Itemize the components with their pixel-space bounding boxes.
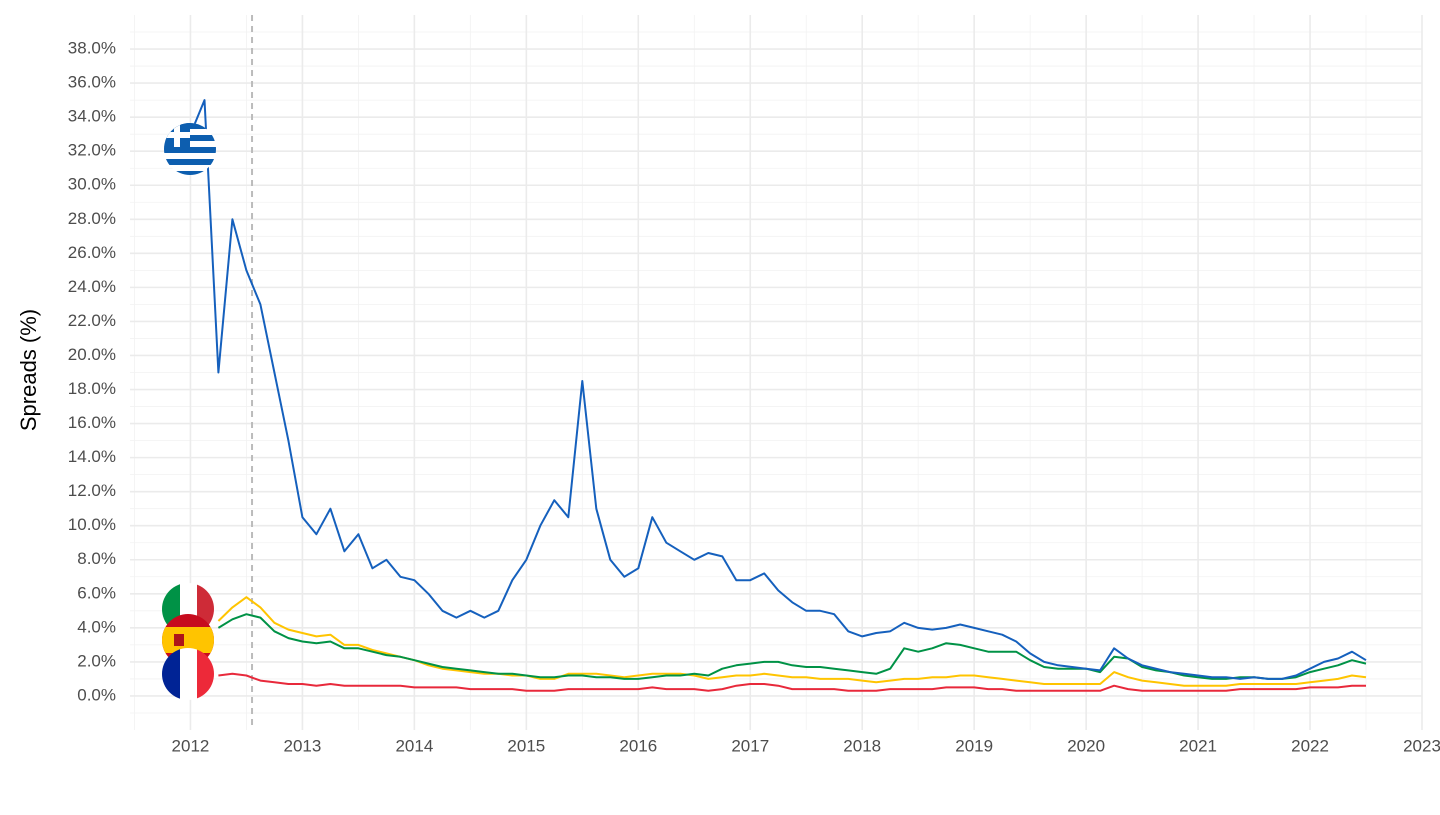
y-tick-label: 14.0%	[68, 447, 116, 466]
grid	[130, 15, 1423, 730]
y-tick-label: 22.0%	[68, 311, 116, 330]
x-tick-label: 2017	[731, 736, 769, 755]
y-tick-label: 12.0%	[68, 481, 116, 500]
x-tick-label: 2014	[395, 736, 433, 755]
y-tick-label: 4.0%	[77, 617, 116, 636]
y-tick-label: 30.0%	[68, 175, 116, 194]
y-tick-label: 8.0%	[77, 549, 116, 568]
y-tick-label: 36.0%	[68, 73, 116, 92]
series-line	[218, 672, 1366, 692]
y-tick-label: 32.0%	[68, 141, 116, 160]
x-tick-label: 2021	[1179, 736, 1217, 755]
y-tick-label: 10.0%	[68, 515, 116, 534]
flag-france	[162, 648, 214, 700]
x-tick-label: 2022	[1291, 736, 1329, 755]
y-tick-label: 20.0%	[68, 345, 116, 364]
y-tick-label: 26.0%	[68, 243, 116, 262]
x-tick-label: 2016	[619, 736, 657, 755]
y-tick-label: 38.0%	[68, 39, 116, 58]
y-tick-label: 18.0%	[68, 379, 116, 398]
x-tick-label: 2023	[1403, 736, 1440, 755]
series-line	[189, 99, 1367, 680]
x-tick-label: 2018	[843, 736, 881, 755]
y-axis-title: Spreads (%)	[16, 309, 41, 431]
x-tick-label: 2015	[507, 736, 545, 755]
flag-greece	[164, 123, 216, 175]
x-tick-label: 2013	[284, 736, 322, 755]
y-tick-label: 16.0%	[68, 413, 116, 432]
x-tick-label: 2012	[172, 736, 210, 755]
y-tick-label: 6.0%	[77, 583, 116, 602]
x-tick-label: 2019	[955, 736, 993, 755]
y-tick-label: 34.0%	[68, 107, 116, 126]
y-tick-label: 0.0%	[77, 685, 116, 704]
y-tick-label: 2.0%	[77, 651, 116, 670]
lines	[189, 99, 1367, 692]
series-line	[217, 613, 1367, 680]
x-tick-label: 2020	[1067, 736, 1105, 755]
y-tick-label: 28.0%	[68, 209, 116, 228]
y-tick-label: 24.0%	[68, 277, 116, 296]
